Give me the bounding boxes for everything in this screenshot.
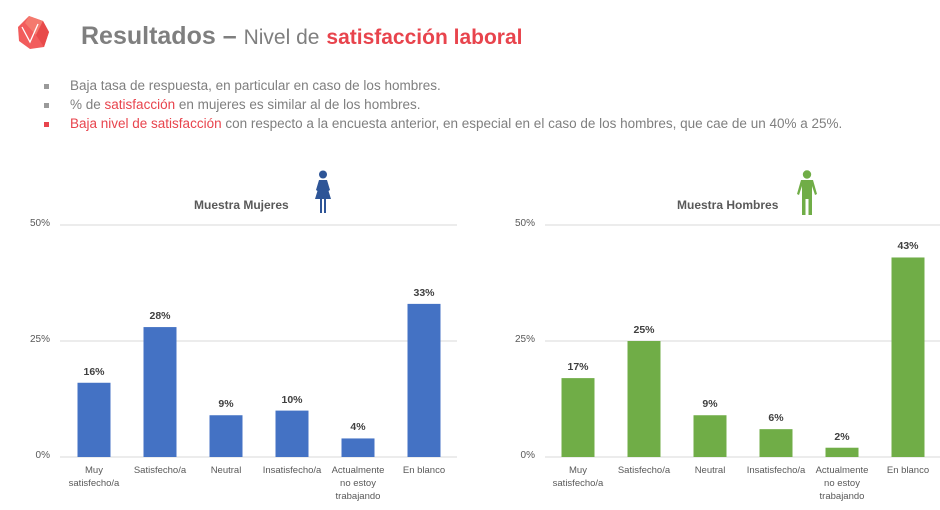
x-tick-label: En blanco: [875, 464, 940, 477]
x-tick-label: Muy satisfecho/a: [545, 464, 611, 490]
x-tick-label: Muy satisfecho/a: [61, 464, 127, 490]
data-label: 33%: [413, 286, 435, 299]
title-main: Resultados –: [81, 22, 237, 50]
y-tick-label: 25%: [514, 334, 535, 345]
bar: [143, 327, 177, 457]
bullet-highlight: satisfacción: [104, 97, 176, 112]
y-tick-label: 0%: [35, 450, 50, 461]
data-label: 25%: [633, 324, 655, 336]
x-tick-label-line: En blanco: [886, 465, 930, 476]
x-tick-label-line: En blanco: [402, 465, 446, 476]
bar: [891, 257, 925, 457]
x-tick-label-line: satisfecho/a: [68, 478, 120, 489]
data-label: 9%: [218, 398, 234, 411]
bullet-item: Baja tasa de respuesta, en particular en…: [44, 78, 842, 97]
x-tick-label: Neutral: [677, 464, 743, 477]
bar: [693, 415, 727, 457]
bar: [77, 382, 111, 457]
y-tick-label: 50%: [29, 218, 50, 229]
x-tick-label: Insatisfecho/a: [259, 464, 325, 477]
chart-title: Muestra Mujeres: [194, 198, 289, 212]
bar: [275, 410, 309, 457]
x-tick-label: Satisfecho/a: [611, 464, 677, 477]
bar: [759, 429, 793, 457]
x-tick-label: Neutral: [193, 464, 259, 477]
x-tick-label-line: Satisfecho/a: [133, 465, 187, 476]
x-tick-label-line: Neutral: [694, 465, 726, 476]
bullet-item: Baja nivel de satisfacción con respecto …: [44, 116, 842, 135]
page-title: Resultados – Nivel de satisfacción labor…: [81, 22, 522, 51]
x-tick-label-line: Muy: [569, 465, 587, 476]
x-tick-label-line: Insatisfecho/a: [262, 465, 322, 476]
data-label: 16%: [83, 365, 105, 378]
bullet-marker: [44, 122, 49, 127]
data-label: 10%: [281, 393, 303, 406]
man-icon: [797, 170, 817, 215]
y-tick-label: 50%: [514, 218, 535, 229]
bullet-prefix: % de: [70, 97, 101, 112]
chart-mujeres: Muestra Mujeres 0% 25% 50% 16% Muy satisfecho…: [0, 160, 470, 510]
x-tick-label-line: Satisfecho/a: [617, 465, 671, 476]
chart-title: Muestra Hombres: [677, 198, 779, 212]
data-label: 9%: [702, 398, 718, 411]
logo-icon: [18, 16, 49, 49]
woman-icon: [315, 170, 331, 213]
plot-area: [60, 224, 457, 458]
title-sub: Nivel de: [243, 26, 320, 49]
plot-area: [545, 224, 940, 458]
x-tick-label-line: no estoy: [340, 478, 376, 489]
data-label: 4%: [350, 421, 366, 434]
data-label: 43%: [897, 240, 919, 253]
x-tick-label-line: trabajando: [335, 491, 381, 502]
bullet-list: Baja tasa de respuesta, en particular en…: [44, 78, 842, 135]
bullet-suffix: con respecto a la encuesta anterior, en …: [225, 116, 843, 131]
bar: [209, 415, 243, 457]
bar: [561, 378, 595, 457]
x-tick-label-line: Actualmente: [815, 465, 869, 476]
y-tick-label: 25%: [29, 334, 50, 345]
y-tick-label: 0%: [520, 450, 535, 461]
chart-hombres: Muestra Hombres 0% 25% 50% 17% Muy satisfecho…: [470, 160, 940, 510]
data-label: 28%: [149, 310, 171, 323]
x-tick-label: Actualmente no estoy trabajando: [809, 464, 875, 503]
data-label: 6%: [768, 412, 784, 425]
bullet-suffix: en mujeres es similar al de los hombres.: [178, 97, 421, 112]
x-tick-label-line: no estoy: [824, 478, 860, 489]
bar: [341, 438, 375, 457]
x-tick-label-line: Neutral: [210, 465, 242, 476]
bullet-marker: [44, 103, 49, 108]
x-tick-label: Satisfecho/a: [127, 464, 193, 477]
title-accent: satisfacción laboral: [326, 26, 523, 49]
x-tick-label: Actualmente no estoy trabajando: [325, 464, 391, 503]
x-tick-label-line: Actualmente: [331, 465, 385, 476]
x-tick-label-line: trabajando: [819, 491, 865, 502]
x-tick-label: Insatisfecho/a: [743, 464, 809, 477]
x-tick-label-line: Muy: [85, 465, 103, 476]
data-label: 17%: [567, 361, 589, 374]
bar: [407, 303, 441, 457]
x-tick-label-line: Insatisfecho/a: [746, 465, 806, 476]
x-tick-label-line: satisfecho/a: [552, 478, 604, 489]
bullet-item: % de satisfacción en mujeres es similar …: [44, 97, 842, 116]
bar: [627, 341, 661, 457]
bullet-highlight: Baja nivel de satisfacción: [70, 116, 222, 131]
x-tick-label: En blanco: [391, 464, 457, 477]
bullet-text: Baja tasa de respuesta, en particular en…: [70, 78, 441, 93]
bullet-marker: [44, 84, 49, 89]
bar: [825, 447, 859, 457]
data-label: 2%: [834, 430, 850, 443]
